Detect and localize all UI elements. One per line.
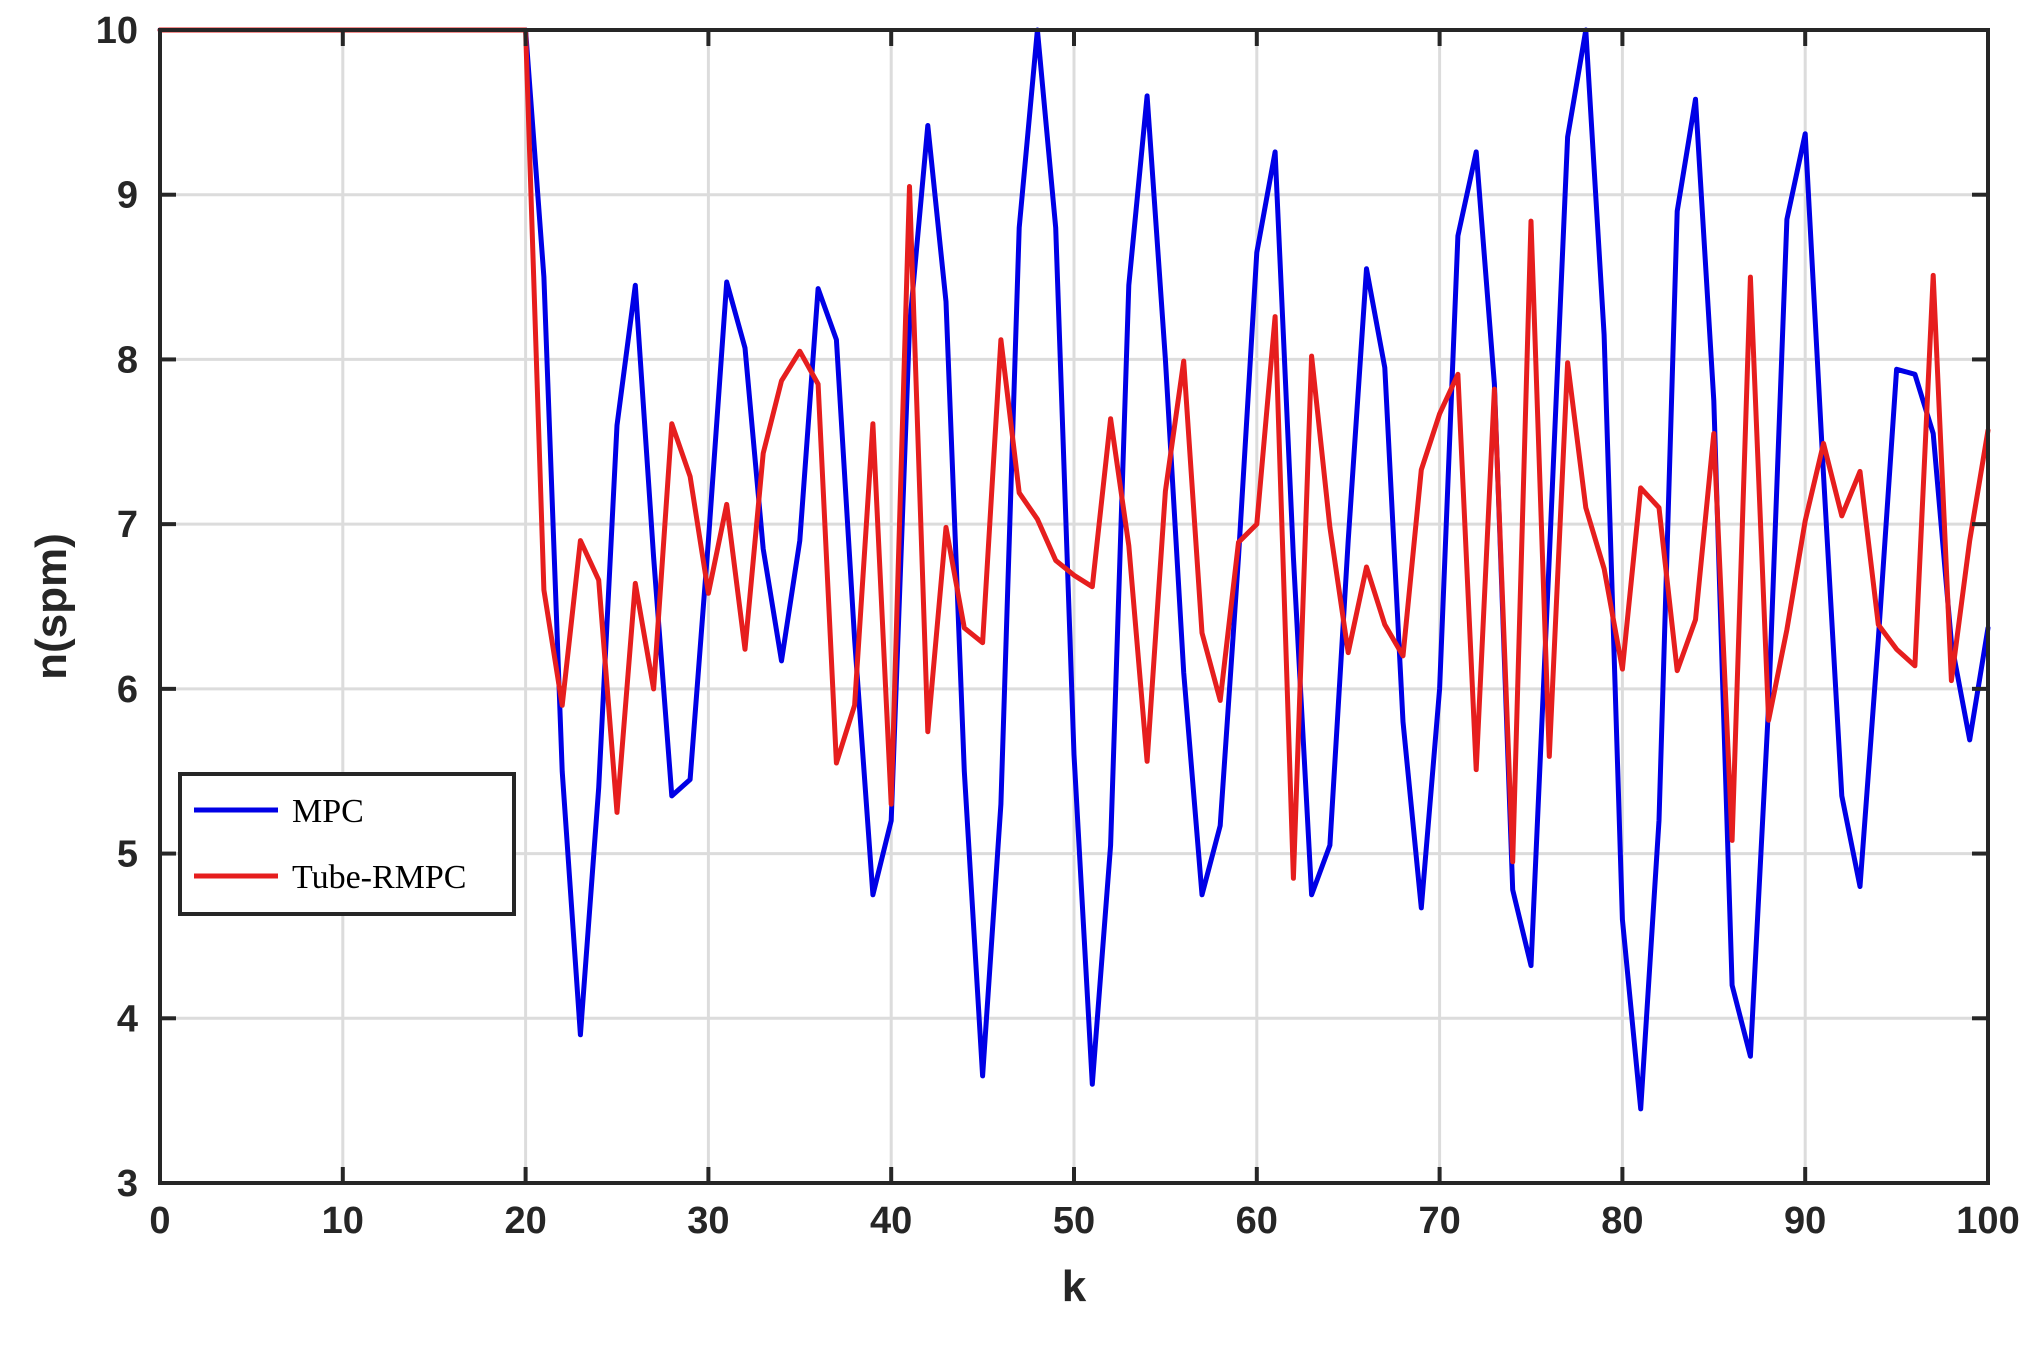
x-tick-label: 90: [1784, 1200, 1826, 1242]
y-tick-label: 4: [117, 998, 138, 1040]
y-axis-label: n(spm): [27, 533, 76, 680]
x-tick-label: 60: [1236, 1200, 1278, 1242]
x-tick-label: 10: [322, 1200, 364, 1242]
x-tick-label: 70: [1418, 1200, 1460, 1242]
x-tick-label: 50: [1053, 1200, 1095, 1242]
y-tick-label: 6: [117, 669, 138, 711]
y-tick-label: 8: [117, 339, 138, 381]
x-tick-label: 40: [870, 1200, 912, 1242]
y-tick-label: 9: [117, 175, 138, 217]
grid: [160, 30, 1988, 1183]
legend-label: MPC: [292, 793, 364, 830]
x-axis-label: k: [1062, 1262, 1087, 1311]
legend: MPC Tube-RMPC: [178, 772, 516, 916]
legend-label: Tube-RMPC: [292, 859, 466, 896]
y-tick-label: 3: [117, 1163, 138, 1205]
y-tick-label: 5: [117, 834, 138, 876]
tick-labels: 0 10 20 30 40 50 60 70 80 90 100 3 4 5 6 7 8 9 10: [96, 10, 2020, 1242]
x-tick-label: 80: [1601, 1200, 1643, 1242]
x-tick-label: 20: [504, 1200, 546, 1242]
legend-box: [178, 772, 516, 916]
y-tick-label: 10: [96, 10, 138, 52]
x-tick-label: 30: [687, 1200, 729, 1242]
x-tick-label: 0: [149, 1200, 170, 1242]
y-tick-label: 7: [117, 504, 138, 546]
x-tick-label: 100: [1956, 1200, 2019, 1242]
axes: [158, 28, 1990, 1185]
